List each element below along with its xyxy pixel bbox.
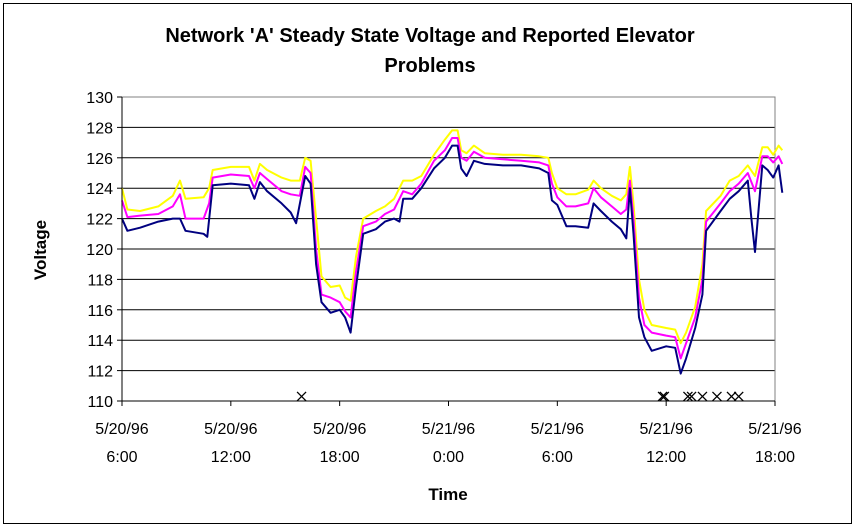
- y-tick-label: 128: [86, 120, 113, 137]
- x-tick-time-label: 12:00: [211, 449, 251, 466]
- elevator-problem-marker: [296, 391, 307, 402]
- y-tick-label: 112: [87, 364, 113, 381]
- x-tick-date-label: 5/20/96: [204, 421, 257, 438]
- elevator-problem-marker: [657, 391, 668, 402]
- chart-frame: [3, 3, 852, 524]
- elevator-problem-marker: [686, 391, 697, 402]
- y-tick-label: 114: [87, 333, 113, 350]
- x-axis: 5/20/96 6:00 5/20/96 12:00 5/20/96 18:00 5/21/…: [95, 400, 802, 466]
- elevator-problem-marker: [682, 391, 693, 402]
- x-axis-title: Time: [428, 485, 467, 504]
- chart-title-line-1: Network 'A' Steady State Voltage and Rep…: [165, 25, 694, 47]
- x-tick-time-label: 6:00: [106, 449, 137, 466]
- elevator-problem-marker: [733, 391, 744, 402]
- voltage-series-line-3: [121, 144, 784, 375]
- voltage-series-line-2: [121, 137, 784, 360]
- y-tick-label: 130: [86, 90, 113, 107]
- series-lines: [121, 129, 784, 375]
- y-axis: 110 112 114 116 118 120 122 124 126 128 130: [86, 90, 123, 411]
- y-tick-label: 110: [87, 394, 113, 411]
- y-tick-label: 116: [87, 303, 113, 320]
- x-tick-time-label: 6:00: [542, 449, 573, 466]
- x-tick-date-label: 5/20/96: [313, 421, 366, 438]
- y-tick-label: 122: [86, 212, 113, 229]
- x-tick-time-label: 18:00: [755, 449, 795, 466]
- x-tick-date-label: 5/20/96: [95, 421, 148, 438]
- elevator-problem-marker: [697, 391, 708, 402]
- y-tick-label: 126: [86, 151, 113, 168]
- x-tick-time-label: 18:00: [320, 449, 360, 466]
- x-tick-date-label: 5/21/96: [748, 421, 801, 438]
- x-tick-date-label: 5/21/96: [422, 421, 475, 438]
- x-tick-time-label: 0:00: [433, 449, 464, 466]
- x-tick-date-label: 5/21/96: [639, 421, 692, 438]
- elevator-problem-marker: [659, 391, 670, 402]
- elevator-problem-markers: [296, 391, 744, 402]
- y-tick-label: 124: [86, 181, 113, 198]
- x-tick-time-label: 12:00: [646, 449, 686, 466]
- x-tick-date-label: 5/21/96: [531, 421, 584, 438]
- y-axis-title: Voltage: [31, 220, 50, 280]
- chart-title-line-2: Problems: [384, 55, 475, 77]
- y-tick-label: 120: [86, 242, 113, 259]
- voltage-series-line-1: [121, 129, 784, 345]
- elevator-problem-marker: [711, 391, 722, 402]
- elevator-problem-marker: [726, 391, 737, 402]
- y-tick-label: 118: [87, 272, 113, 289]
